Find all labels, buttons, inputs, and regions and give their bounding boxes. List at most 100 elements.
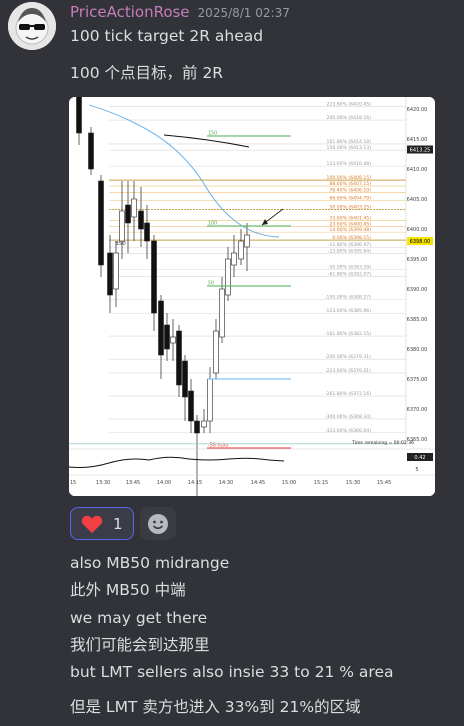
arrow-head [262,219,268,225]
timestamp: 2025/8/1 02:37 [197,6,290,20]
price-axis-tick: 6385.00 [407,317,428,323]
price-tag [407,145,433,154]
time-remaining-label: Time remaining = 00:02:36 [351,440,414,446]
fib-level-label: -300.00% (6368.34) [325,414,371,420]
followup-line: 但是 LMT 卖方也进入 33%到 21%的区域 [70,698,361,716]
fib-level-label: -50.00% (6393.29) [328,264,371,270]
price-axis-tick: 6400.00 [407,227,428,233]
candle-body [98,180,104,266]
candle-body [201,420,207,428]
chart-image-attachment[interactable]: 223.60% (6420.45) 200.00% (6418.16) 161.80… [69,97,435,496]
target-label: 150 [208,131,217,137]
candle-body [151,240,157,314]
fib-level-label: 14.60% (6399.48) [329,227,371,233]
fib-level-label: -11.80% (6396.97) [328,242,371,248]
reactions-bar: 1 [70,507,176,540]
target-label: 50 [208,281,214,287]
ema-line [88,104,280,238]
time-axis-tick: 14:30 [219,480,233,486]
fib-level-label: -200.00% (6378.31) [325,354,371,360]
candle-body [231,252,237,266]
price-tag-label: 6413.25 [410,148,431,154]
candle-body [158,300,164,356]
fib-level-label: -23.60% (6395.94) [328,248,371,254]
fib-level-label: -123.60% (6385.96) [325,308,371,314]
candle-body [225,258,231,296]
reaction-count: 1 [113,514,123,533]
price-axis-tick: 6410.00 [407,167,428,173]
avatar[interactable] [8,2,56,50]
avatar-image [8,2,56,50]
price-axis-tick: 6380.00 [407,347,428,353]
time-axis-tick: 14:45 [251,480,265,486]
fib-level-label: 66.60% (6404.79) [329,195,371,201]
time-axis-tick: 15:45 [377,480,391,486]
message-line: 100 tick target 2R ahead [70,27,264,45]
time-axis-tick: 15:15 [314,480,328,486]
price-axis-tick: 6370.00 [407,407,428,413]
candle-body [131,198,137,218]
message-header: PriceActionRose 2025/8/1 02:37 [70,3,290,23]
followup-line: 我们可能会到达那里 [70,636,210,654]
target-label: -50 ticks [208,443,229,449]
indicator-tag-label: 0.42 [414,455,425,461]
fib-level-label: 23.60% (6400.45) [329,221,371,227]
candle-body [176,330,182,386]
price-axis-tick: 6415.00 [407,137,428,143]
time-axis-tick: 15:00 [282,480,296,486]
indicator-line [69,456,285,468]
fib-level-label: 223.60% (6420.45) [327,101,372,107]
candle-body [219,288,225,338]
candle-body [170,336,176,344]
candle-body [113,252,119,290]
heart-icon [81,515,103,533]
fib-level-label: 150.00% (6413.13) [327,145,372,151]
candle-body [188,390,194,422]
candle-body [238,240,244,260]
followup-line: but LMT sellers also insie 33 to 21 % ar… [70,663,394,681]
fib-level-label: -61.80% (6392.07) [328,272,371,278]
price-tag [407,237,433,245]
candle-body [213,330,219,374]
price-axis-tick: 6365.00 [407,437,428,443]
target-label: 100 [208,221,217,227]
username[interactable]: PriceActionRose [70,3,190,21]
fib-level-label: -223.60% (6376.01) [325,368,371,374]
fib-level-label: 76.40% (6406.10) [329,187,371,193]
candle-body [107,252,113,296]
candle-body [182,360,188,398]
fib-level-label: 200.00% (6418.16) [327,115,372,121]
fib-level-label: 50.00% (6403.25) [329,205,371,211]
followup-line: we may get there [70,609,208,627]
sma-line [163,134,250,148]
fib-level-label: 33.60% (6401.45) [329,215,371,221]
followup-line: 此外 MB50 中端 [70,581,186,599]
price-axis-tick: 6375.00 [407,377,428,383]
smiley-icon [147,513,168,534]
candle-body [207,378,213,422]
time-axis-tick: 14:15 [188,480,202,486]
candle-body [144,222,150,242]
fib-level-label: 100.00% (6408.15) [327,175,372,181]
price-axis-tick: 6420.00 [407,107,428,113]
fib-level-label: 161.80% (6414.18) [327,139,372,145]
time-axis-tick: 13:45 [126,480,140,486]
add-reaction-button[interactable] [139,507,176,540]
b50-label: B50 [115,241,126,247]
candle-body [88,132,94,170]
indicator-axis-mark: 5 [415,467,418,473]
candle-body [125,204,131,224]
price-axis-tick: 6390.00 [407,287,428,293]
candle-body [119,210,125,242]
reaction-heart[interactable]: 1 [70,507,134,540]
fib-level-label: 0.00% (6398.15) [332,235,371,241]
candle-body [138,210,144,230]
price-tag-label: 6398.00 [410,239,431,245]
time-axis-tick: 15 [70,480,76,486]
fib-level-label: -100.00% (6388.27) [325,294,371,300]
candle-body [164,324,170,350]
followup-line: also MB50 midrange [70,554,230,572]
time-axis-tick: 15:30 [346,480,360,486]
candle-body [76,97,82,134]
fib-level-label: 88.60% (6407.15) [329,181,371,187]
